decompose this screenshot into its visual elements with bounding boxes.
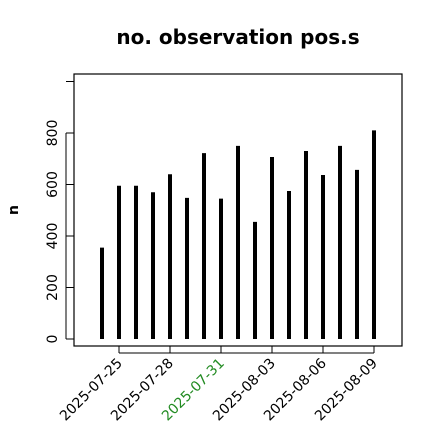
y-axis: 0 200 400 600 800	[45, 81, 74, 344]
plot-frame	[73, 73, 403, 347]
y-tick-label-200: 200	[45, 274, 61, 301]
y-tick-label-800: 800	[45, 120, 61, 147]
chart-title: no. observation pos.s	[116, 25, 359, 49]
y-tick-label-400: 400	[45, 223, 61, 250]
y-tick-label-600: 600	[45, 171, 61, 198]
y-tick-label-0: 0	[45, 335, 61, 344]
bars	[100, 130, 376, 339]
y-axis-title: n	[6, 205, 22, 215]
x-axis: 2025-07-252025-07-282025-07-312025-08-03…	[57, 346, 381, 424]
